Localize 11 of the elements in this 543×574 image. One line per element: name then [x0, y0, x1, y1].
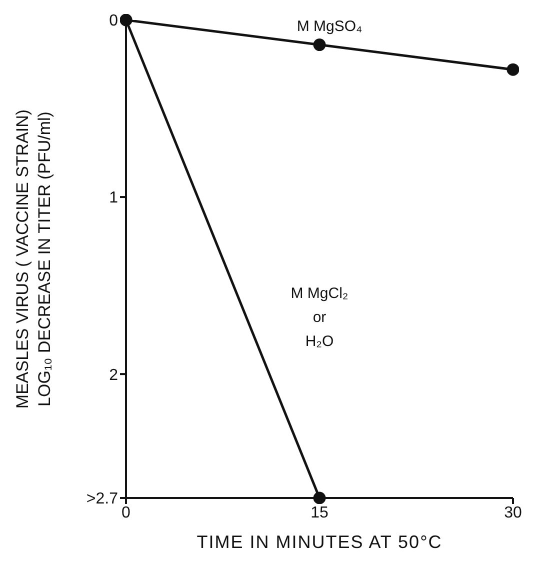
series-label: M MgSO₄	[296, 18, 362, 35]
x-tick-label: 0	[122, 504, 131, 522]
x-tick-label: 30	[504, 504, 522, 522]
x-tick-label: 15	[310, 504, 328, 522]
y-axis-title: MEASLES VIRUS ( VACCINE STRAIN) LOG₁₀ DECREASE IN TITER (PFU/ml)	[13, 109, 54, 409]
y-tick-label: 0	[109, 12, 118, 30]
series-label: M MgCl₂ or H₂O	[290, 285, 348, 350]
y-tick-label: >2.7	[86, 490, 118, 508]
y-tick-label: 1	[109, 190, 118, 207]
x-axis-title: TIME IN MINUTES AT 50°C	[196, 532, 442, 552]
y-tick-label: 2	[109, 366, 118, 384]
